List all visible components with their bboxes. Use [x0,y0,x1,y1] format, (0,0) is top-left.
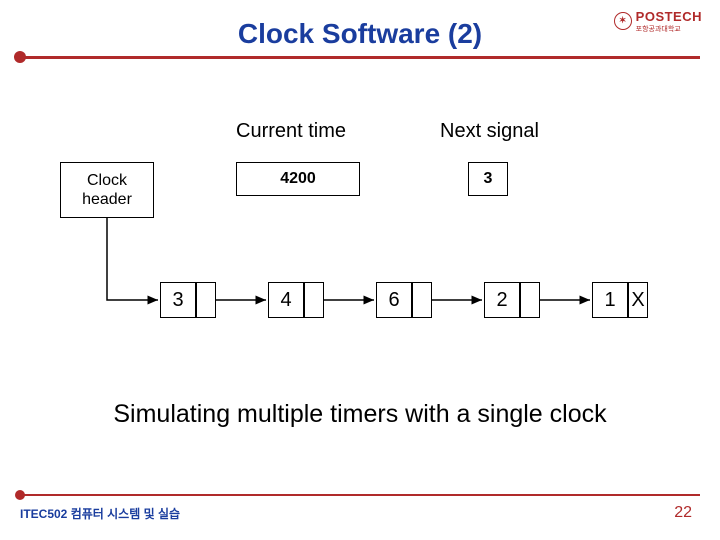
caption-text: Simulating multiple timers with a single… [113,400,606,428]
page-number: 22 [674,504,692,522]
footer-course-text: ITEC502 컴퓨터 시스템 및 실습 [20,507,180,521]
caption: Simulating multiple timers with a single… [0,400,720,429]
page-number-text: 22 [674,504,692,521]
title-rule [20,56,700,59]
logo-sub: 포항공과대학교 [636,26,702,33]
footer-course: ITEC502 컴퓨터 시스템 및 실습 [20,505,180,522]
logo-brand: POSTECH [636,9,702,24]
diagram: Current time Next signal Clock header 42… [0,70,720,390]
logo: ✶ POSTECH 포항공과대학교 [614,8,702,33]
slide-title-text: Clock Software (2) [238,18,482,49]
diagram-wires [0,70,720,390]
logo-emblem: ✶ [614,12,632,30]
footer-rule [20,494,700,496]
slide-title: Clock Software (2) [0,18,720,50]
